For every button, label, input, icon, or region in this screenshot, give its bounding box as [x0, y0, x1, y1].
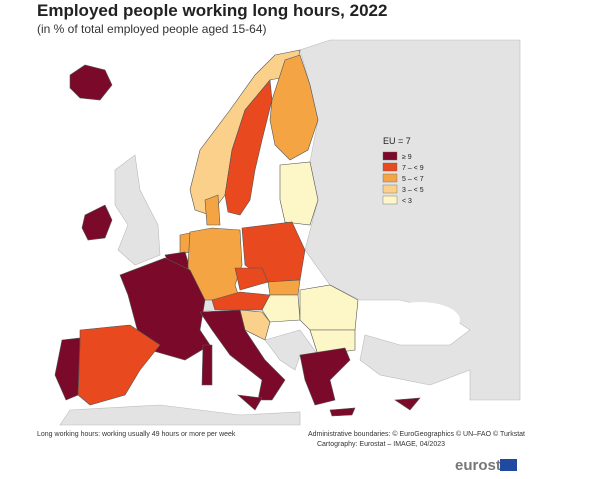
- map: [37, 38, 521, 426]
- legend-label: 3 – < 5: [402, 187, 424, 194]
- black-sea: [380, 302, 460, 338]
- country: [69, 64, 113, 101]
- legend-label: 7 – < 9: [402, 165, 424, 172]
- title: Employed people working long hours, 2022: [37, 1, 387, 20]
- eu-flag: [500, 459, 517, 471]
- country: [237, 394, 263, 411]
- logo: eurostat: [455, 457, 514, 474]
- legend-label: ≥ 9: [402, 154, 412, 161]
- country: [267, 279, 301, 296]
- legend-swatch: [382, 184, 398, 194]
- legend-swatch: [382, 162, 398, 172]
- legend-swatch: [382, 173, 398, 183]
- legend: EU = 7 ≥ 9 7 – < 9 5 – < 7 3 – < 5 < 3: [382, 136, 424, 205]
- legend-swatch: [382, 195, 398, 205]
- country: [299, 347, 351, 406]
- legend-label: < 3: [402, 198, 412, 205]
- non-eu-land: [59, 404, 301, 426]
- legend-title: EU = 7: [383, 136, 411, 146]
- legend-swatch: [382, 151, 398, 161]
- credits: Cartography: Eurostat – IMAGE, 04/2023: [317, 441, 445, 448]
- country: [199, 309, 286, 401]
- country: [81, 204, 113, 241]
- non-eu-land: [114, 154, 161, 266]
- country: [279, 161, 319, 226]
- country: [54, 337, 81, 401]
- country: [224, 79, 273, 216]
- non-eu-land: [299, 39, 521, 401]
- subtitle: (in % of total employed people aged 15-6…: [37, 22, 266, 36]
- country: [204, 194, 221, 226]
- country: [329, 407, 356, 417]
- country: [201, 344, 213, 386]
- legend-label: 5 – < 7: [402, 176, 424, 183]
- country: [269, 54, 319, 161]
- country: [261, 294, 301, 323]
- footnote: Long working hours: working usually 49 h…: [37, 431, 236, 438]
- country: [394, 397, 421, 411]
- credits: Administrative boundaries: © EuroGeograp…: [308, 430, 525, 438]
